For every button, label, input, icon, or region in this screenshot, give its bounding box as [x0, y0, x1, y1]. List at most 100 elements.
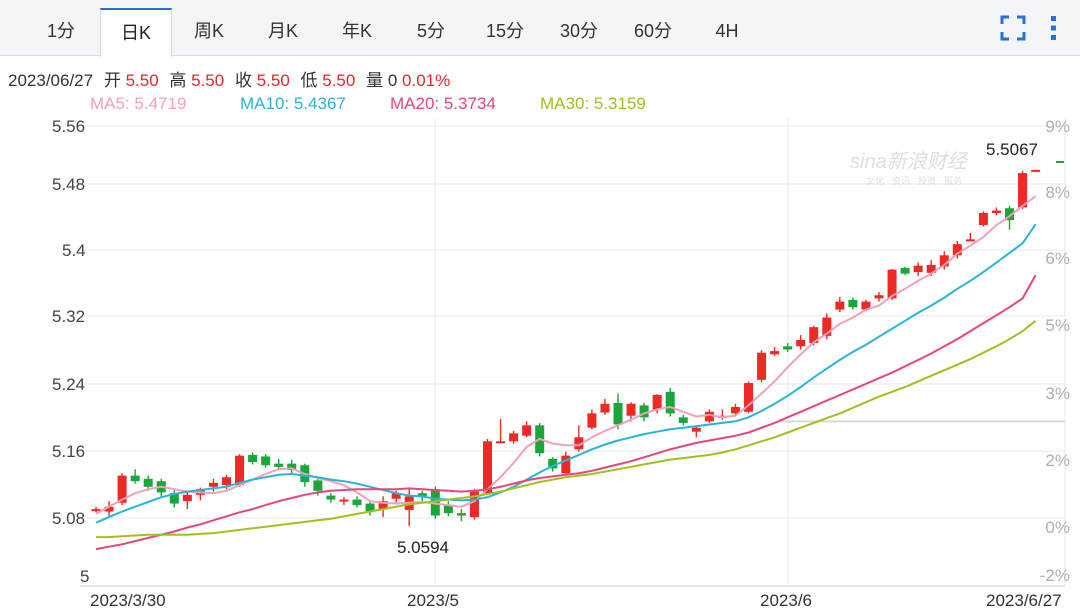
max-price-label: 5.5067	[986, 140, 1038, 159]
tab-weekly-k[interactable]: 周K	[193, 21, 224, 41]
pct-tick-label: 2%	[1045, 451, 1070, 470]
more-vertical-icon[interactable]	[1044, 13, 1064, 43]
candle-body	[809, 327, 819, 344]
candle-body	[117, 475, 127, 503]
candle	[665, 387, 675, 417]
open-label: 开	[103, 71, 121, 90]
candle-body	[483, 441, 492, 494]
candle	[104, 501, 114, 517]
ma5-legend: MA5: 5.4719	[90, 94, 187, 113]
candle-body	[574, 437, 584, 450]
candle	[952, 240, 962, 259]
candle-body	[770, 351, 780, 355]
close-label: 收	[234, 71, 252, 90]
candle	[208, 478, 218, 492]
candle-body	[143, 478, 153, 487]
candle-body	[613, 402, 623, 425]
pct-tick-label: 3%	[1045, 384, 1070, 403]
candle-body	[339, 499, 349, 502]
candle-body	[704, 411, 714, 422]
candle	[913, 262, 923, 277]
close-value: 5.50	[256, 71, 290, 90]
y-axis-labels: 5.56 5.48 5.4 5.32 5.24 5.16 5.08 5	[52, 117, 89, 586]
candle-body	[913, 265, 923, 273]
y-tick-label: 5	[80, 567, 89, 586]
moving-average-layer	[95, 195, 1037, 551]
candle	[496, 418, 506, 444]
candle-body	[91, 509, 101, 512]
low-label: 低	[300, 71, 318, 90]
candle-body	[417, 493, 427, 498]
candle-body	[861, 301, 871, 310]
candle	[287, 459, 297, 475]
candle-body	[600, 403, 610, 413]
pct-tick-label: 8%	[1045, 183, 1070, 202]
candle-body	[874, 295, 884, 299]
candle-body	[496, 441, 506, 444]
candle-body	[378, 501, 388, 510]
tab-30min[interactable]: 30分	[559, 21, 599, 41]
change-percent: 0.01%	[402, 71, 451, 90]
period-tab-bar: 1分 日K 周K 月K 年K 5分 15分 30分 60分 4H	[0, 0, 1080, 57]
candle-body	[744, 383, 753, 412]
candle	[91, 506, 101, 513]
low-value: 5.50	[322, 71, 356, 90]
candle	[704, 409, 714, 423]
open-value: 5.50	[125, 71, 159, 90]
candle	[939, 251, 949, 270]
candle-body	[274, 463, 284, 467]
pct-tick-label: 6%	[1045, 249, 1070, 268]
candle	[991, 207, 1001, 216]
tab-4h[interactable]: 4H	[715, 21, 739, 41]
tab-daily-k[interactable]: 日K	[100, 8, 172, 57]
candle	[965, 232, 975, 242]
candle-body	[587, 413, 597, 428]
ma30-line	[96, 320, 1037, 539]
candle	[1005, 205, 1014, 230]
ma10-line	[95, 223, 1037, 524]
y-tick-label: 5.16	[52, 442, 85, 461]
candle	[378, 496, 388, 518]
candle-body	[235, 455, 245, 486]
candle	[352, 496, 362, 508]
candle-body	[887, 269, 897, 299]
candle-body	[561, 455, 571, 474]
candle	[626, 402, 636, 422]
candle-body	[665, 391, 675, 414]
candle	[613, 393, 623, 430]
high-label: 高	[169, 71, 187, 90]
volume-value: 0	[387, 71, 398, 90]
candle	[561, 451, 571, 476]
candle-body	[365, 503, 375, 512]
ma20-line	[95, 274, 1037, 551]
tab-yearly-k[interactable]: 年K	[341, 21, 372, 41]
candle	[887, 268, 897, 300]
candle-body	[222, 477, 231, 486]
tab-monthly-k[interactable]: 月K	[267, 21, 298, 41]
candle-body	[835, 301, 845, 310]
candle	[770, 347, 780, 356]
candle-body	[626, 403, 636, 416]
candle-body	[509, 433, 519, 442]
y-tick-label: 5.48	[52, 175, 85, 194]
candle-body	[104, 506, 114, 512]
candle-body	[169, 493, 179, 504]
candle	[235, 454, 245, 487]
candle-body	[287, 463, 297, 471]
ma30-legend: MA30: 5.3159	[540, 94, 646, 113]
candle	[509, 430, 519, 444]
candle	[639, 402, 649, 422]
watermark-logo: sina新浪财经	[850, 151, 969, 173]
fullscreen-icon[interactable]	[998, 13, 1028, 43]
tab-60min[interactable]: 60分	[633, 21, 673, 41]
candle	[469, 489, 479, 520]
candle	[1018, 170, 1028, 209]
candle	[757, 350, 767, 383]
tab-15min[interactable]: 15分	[485, 21, 525, 41]
tab-1min[interactable]: 1分	[46, 21, 75, 41]
candle-body	[900, 268, 910, 274]
candle-body	[313, 480, 323, 491]
candle-body	[991, 210, 1001, 213]
candle	[1031, 169, 1041, 172]
tab-5min[interactable]: 5分	[416, 21, 445, 41]
